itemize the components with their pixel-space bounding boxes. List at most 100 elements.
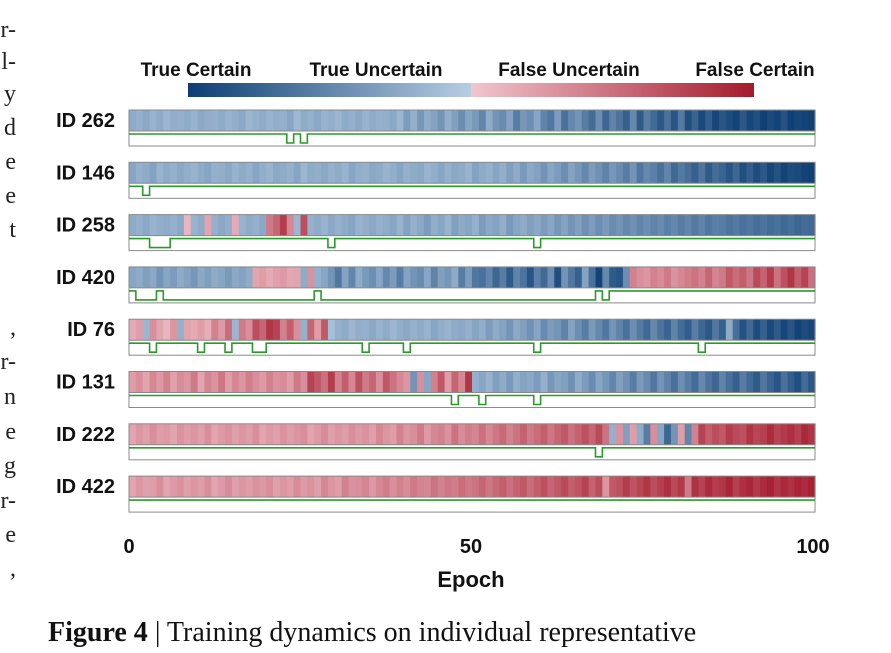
heatmap-cell — [375, 162, 384, 184]
heatmap-cell — [430, 162, 439, 184]
heatmap-cell — [485, 266, 494, 288]
heatmap-cell — [588, 319, 597, 341]
heatmap-cell — [183, 214, 192, 236]
heatmap-cell — [657, 319, 665, 341]
heatmap-cell — [636, 266, 645, 288]
heatmap-cell — [602, 266, 610, 288]
heatmap-cell — [533, 162, 542, 184]
heatmap-cell — [773, 371, 782, 393]
heatmap-cell — [369, 423, 377, 445]
heatmap-cell — [643, 214, 651, 236]
heatmap-cell — [547, 214, 555, 236]
heatmap-cell — [725, 423, 734, 445]
heatmap-cell — [183, 423, 192, 445]
heatmap-cell — [766, 476, 775, 498]
heatmap-cell — [430, 476, 439, 498]
heatmap-cell — [636, 371, 645, 393]
heatmap-cell — [684, 319, 693, 341]
heatmap-cell — [554, 423, 562, 445]
heatmap-cell — [423, 476, 432, 498]
heatmap-cell — [362, 319, 370, 341]
heatmap-cell — [327, 110, 336, 131]
heatmap-cell — [170, 214, 178, 236]
heatmap-cell — [609, 371, 617, 393]
heatmap-cell — [417, 319, 425, 341]
heatmap-cell — [135, 162, 144, 184]
heatmap-cell — [595, 162, 603, 184]
heatmap-cell — [554, 266, 562, 288]
heatmap-cell — [142, 110, 151, 131]
heatmap-cell — [341, 110, 350, 131]
heatmap-cell — [300, 371, 308, 393]
heatmap-cell — [149, 476, 158, 498]
heatmap-cell — [252, 371, 260, 393]
heatmap-cell — [465, 476, 473, 498]
heatmap-cell — [348, 319, 356, 341]
heatmap-cell — [382, 319, 391, 341]
heatmap-cell — [780, 110, 789, 131]
heatmap-cell — [677, 110, 686, 131]
heatmap-cell — [787, 110, 796, 131]
heatmap-cell — [526, 319, 535, 341]
colorbar-label-true-uncertain: True Uncertain — [309, 60, 442, 81]
heatmap-cell — [684, 423, 693, 445]
heatmap-cell — [739, 319, 747, 341]
heatmap-cell — [362, 371, 370, 393]
heatmap-cell — [135, 110, 144, 131]
heatmap-cell — [684, 110, 693, 131]
heatmap-cell — [547, 371, 555, 393]
heatmap-cell — [451, 476, 459, 498]
heatmap-cell — [451, 110, 459, 131]
heatmap-cell — [766, 319, 775, 341]
heatmap-cell — [574, 371, 583, 393]
heatmap-cell — [238, 371, 247, 393]
heatmap-cell — [506, 319, 514, 341]
heatmap-cell — [547, 319, 555, 341]
heatmap-cell — [787, 423, 796, 445]
heatmap-cell — [629, 214, 638, 236]
row-label: ID 76 — [67, 319, 115, 341]
prediction-change-line — [129, 133, 815, 144]
heatmap-cell — [458, 319, 466, 341]
heatmap-cell — [547, 476, 555, 498]
heatmap-cell — [520, 371, 528, 393]
heatmap-cell — [314, 476, 322, 498]
heatmap-cell — [739, 266, 747, 288]
heatmap-cell — [177, 214, 185, 236]
heatmap-cell — [760, 214, 768, 236]
heatmap-cell — [218, 423, 226, 445]
heatmap-cell — [423, 319, 432, 341]
heatmap-cell — [472, 110, 480, 131]
heatmap-cell — [595, 266, 603, 288]
heatmap-cell — [622, 266, 631, 288]
heatmap-cell — [766, 423, 775, 445]
heatmap-cell — [602, 476, 610, 498]
heatmap-cell — [177, 423, 185, 445]
heatmap-cell — [664, 423, 672, 445]
heatmap-cell — [760, 423, 768, 445]
heatmap-cell — [369, 110, 377, 131]
heatmap-cell — [225, 423, 233, 445]
heatmap-cell — [197, 423, 206, 445]
heatmap-cell — [616, 476, 624, 498]
heatmap-cell — [766, 371, 775, 393]
heatmap-cell — [273, 214, 281, 236]
heatmap-cell — [718, 214, 727, 236]
heatmap-cell — [616, 214, 624, 236]
heatmap-cell — [348, 162, 356, 184]
x-tick-label: 0 — [123, 536, 134, 558]
heatmap-cell — [773, 266, 782, 288]
heatmap-cell — [458, 371, 466, 393]
heatmap-cell — [286, 162, 295, 184]
heatmap-cell — [609, 214, 617, 236]
heatmap-cell — [801, 371, 809, 393]
heatmap-cell — [135, 371, 144, 393]
heatmap-cell — [334, 214, 343, 236]
heatmap-cell — [300, 266, 308, 288]
heatmap-cell — [581, 476, 590, 498]
heatmap-cell — [746, 423, 754, 445]
heatmap-cell — [794, 371, 802, 393]
heatmap-cell — [746, 476, 754, 498]
heatmap-cell — [643, 371, 651, 393]
heatmap-cell — [218, 266, 226, 288]
